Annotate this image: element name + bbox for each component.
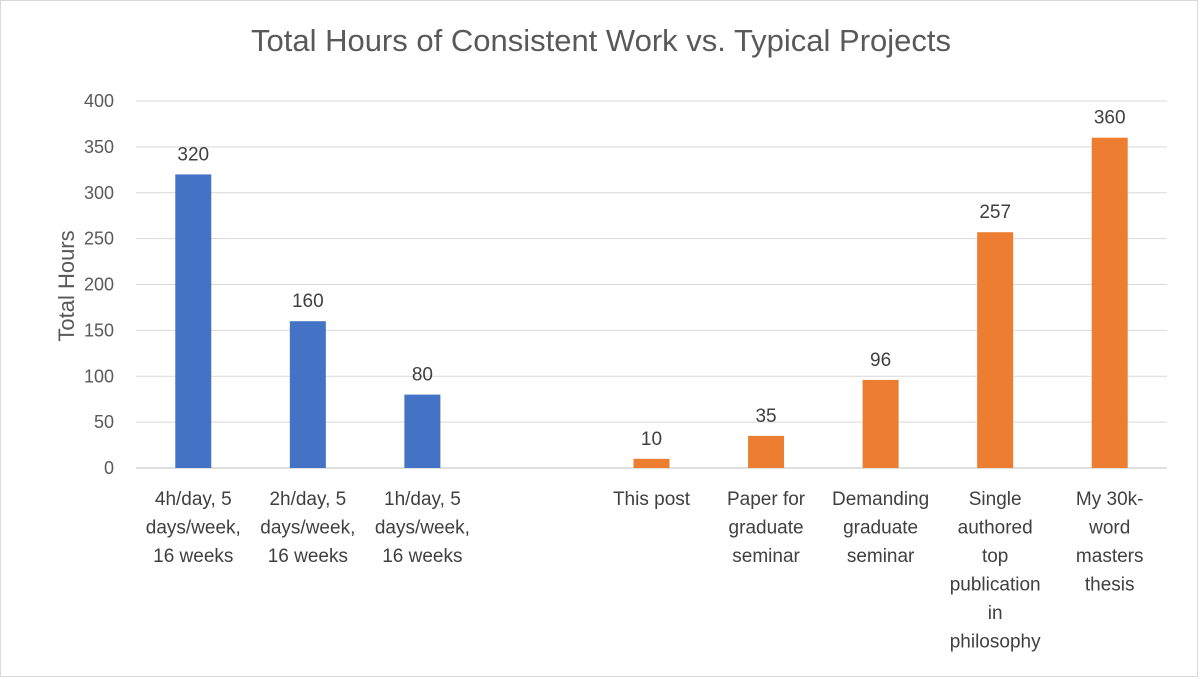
x-tick-label: days/week,: [146, 518, 241, 539]
x-tick-label: Paper for: [727, 489, 806, 510]
y-tick-label: 50: [94, 412, 114, 432]
x-tick-label: in: [988, 603, 1003, 624]
x-tick-label: publication: [950, 575, 1041, 596]
data-label: 96: [870, 350, 891, 371]
bar: [862, 379, 899, 468]
x-tick-label: 16 weeks: [382, 546, 462, 567]
data-label: 35: [755, 406, 776, 427]
chart-title: Total Hours of Consistent Work vs. Typic…: [250, 23, 952, 58]
y-tick-label: 250: [84, 229, 114, 249]
y-tick-label: 150: [84, 320, 114, 340]
y-tick-label: 400: [84, 91, 114, 111]
data-label: 80: [412, 365, 433, 386]
x-tick-label: seminar: [847, 546, 915, 567]
y-tick-label: 200: [84, 275, 114, 295]
bar: [633, 458, 670, 468]
x-tick-label: 16 weeks: [153, 546, 233, 567]
bar: [1091, 137, 1128, 468]
x-tick-label: 4h/day, 5: [155, 489, 232, 510]
x-tick-label: graduate: [843, 518, 918, 539]
bar: [404, 394, 441, 468]
x-tick-label: top: [982, 546, 1008, 567]
y-tick-label: 350: [84, 137, 114, 157]
x-tick-label: philosophy: [950, 632, 1041, 653]
x-tick-label: word: [1088, 518, 1130, 539]
data-label: 320: [177, 144, 209, 165]
x-tick-label: This post: [613, 489, 691, 510]
x-tick-label: 16 weeks: [268, 546, 348, 567]
bar: [748, 435, 785, 468]
bar: [289, 321, 326, 468]
x-tick-label: seminar: [732, 546, 800, 567]
x-tick-label: My 30k-: [1076, 489, 1144, 510]
x-tick-label: Demanding: [832, 489, 929, 510]
x-tick-label: graduate: [729, 518, 804, 539]
y-tick-label: 0: [104, 458, 114, 478]
bar: [977, 232, 1014, 468]
x-tick-label: 2h/day, 5: [269, 489, 346, 510]
x-tick-label: masters: [1076, 546, 1144, 567]
data-label: 257: [979, 202, 1011, 223]
data-label: 10: [641, 429, 662, 450]
x-tick-label: Single: [969, 489, 1022, 510]
x-tick-label: days/week,: [260, 518, 355, 539]
x-tick-label: 1h/day, 5: [384, 489, 461, 510]
y-tick-label: 300: [84, 183, 114, 203]
data-label: 160: [292, 291, 324, 312]
x-tick-label: days/week,: [375, 518, 470, 539]
x-tick-label: authored: [958, 518, 1033, 539]
bar: [175, 174, 212, 468]
data-label: 360: [1094, 108, 1126, 129]
x-tick-label: thesis: [1085, 575, 1135, 596]
y-tick-label: 100: [84, 366, 114, 386]
